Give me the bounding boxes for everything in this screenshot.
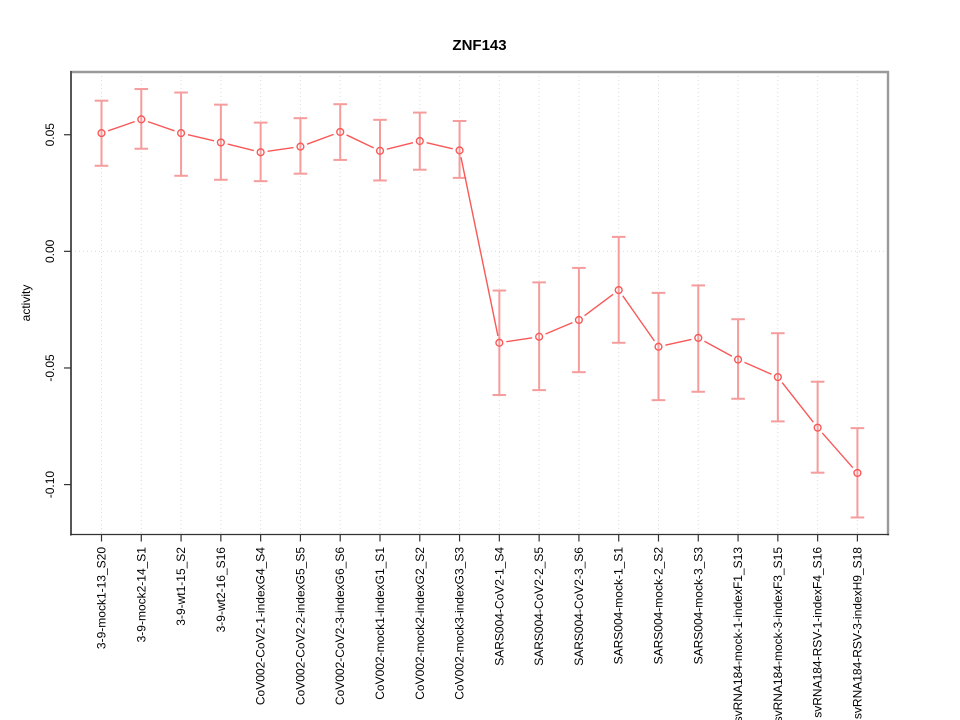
x-tick-label: 3-9-wt2-16_S16 xyxy=(214,547,228,633)
series-line-segment xyxy=(267,146,294,152)
data-point xyxy=(97,129,106,138)
x-tick-label: svRNA184-RSV-1-indexF4_S16 xyxy=(811,547,825,718)
series-line-segment xyxy=(584,293,614,317)
series-line-segment xyxy=(147,120,175,132)
data-point xyxy=(336,127,345,137)
x-tick-label: CoV002-CoV2-1-indexG4_S4 xyxy=(254,547,268,705)
x-tick-label: SARS004-CoV2-2_S5 xyxy=(532,547,546,666)
x-tick-label: CoV002-mock3-indexG3_S3 xyxy=(453,547,467,700)
y-tick-label: -0.05 xyxy=(43,354,57,382)
x-tick-label: SARS004-CoV2-1_S4 xyxy=(492,547,506,666)
data-point xyxy=(256,148,265,157)
x-tick-label: svRNA184-RSV-3-indexH9_S18 xyxy=(850,547,864,719)
data-point xyxy=(216,138,225,147)
data-point xyxy=(654,342,663,351)
x-tick-label: CoV002-mock1-indexG1_S1 xyxy=(373,547,387,700)
data-point xyxy=(694,333,703,342)
data-point xyxy=(733,355,743,364)
series-line-segment xyxy=(346,134,374,149)
data-point xyxy=(813,423,822,432)
data-point xyxy=(296,142,305,151)
x-tick-label: SARS004-mock-1_S1 xyxy=(612,547,626,665)
series-line-segment xyxy=(506,337,533,343)
series-line-segment xyxy=(704,340,733,357)
series-line-segment xyxy=(821,432,854,469)
series-line-segment xyxy=(545,322,573,335)
series-line-segment xyxy=(426,141,453,150)
series-line-segment xyxy=(744,361,772,375)
x-tick-label: CoV002-CoV2-2-indexG5_S5 xyxy=(293,547,307,705)
series-line-segment xyxy=(107,120,135,132)
data-point xyxy=(415,136,424,146)
series-line-segment xyxy=(460,157,499,337)
series-line-segment xyxy=(187,134,215,142)
series-line-segment xyxy=(227,143,255,152)
series-line-segment xyxy=(386,142,414,150)
x-tick-label: SARS004-mock-2_S2 xyxy=(651,547,665,665)
data-point xyxy=(375,146,385,155)
y-tick-label: -0.10 xyxy=(43,471,57,499)
x-tick-label: 3-9-wt1-15_S2 xyxy=(174,547,188,626)
x-tick-label: 3-9-mock1-13_S20 xyxy=(95,547,109,649)
x-tick-label: SARS004-CoV2-3_S6 xyxy=(572,547,586,666)
chart-title: ZNF143 xyxy=(452,37,507,54)
x-tick-label: svRNA184-mock-3-indexF3_S15 xyxy=(771,547,785,720)
data-point xyxy=(137,115,146,124)
y-tick-label: 0.00 xyxy=(43,239,57,263)
series-line-segment xyxy=(622,295,656,342)
data-point xyxy=(176,129,186,138)
data-point xyxy=(535,332,544,341)
data-point xyxy=(853,468,862,478)
series-line-segment xyxy=(665,338,692,346)
data-point xyxy=(455,146,464,155)
data-point xyxy=(773,372,782,382)
data-point xyxy=(495,338,504,347)
x-tick-label: 3-9-mock2-14_S1 xyxy=(134,547,148,643)
x-tick-label: SARS004-mock-3_S3 xyxy=(691,547,705,665)
y-tick-label: 0.05 xyxy=(43,123,57,147)
series-line-segment xyxy=(306,133,334,145)
x-tick-label: svRNA184-mock-1-indexF1_S13 xyxy=(731,547,745,720)
x-tick-label: CoV002-mock2-indexG2_S2 xyxy=(413,547,427,700)
data-point xyxy=(614,285,623,295)
series-line-segment xyxy=(781,382,814,423)
data-point xyxy=(574,315,584,325)
x-tick-label: CoV002-CoV2-3-indexG6_S6 xyxy=(333,547,347,705)
